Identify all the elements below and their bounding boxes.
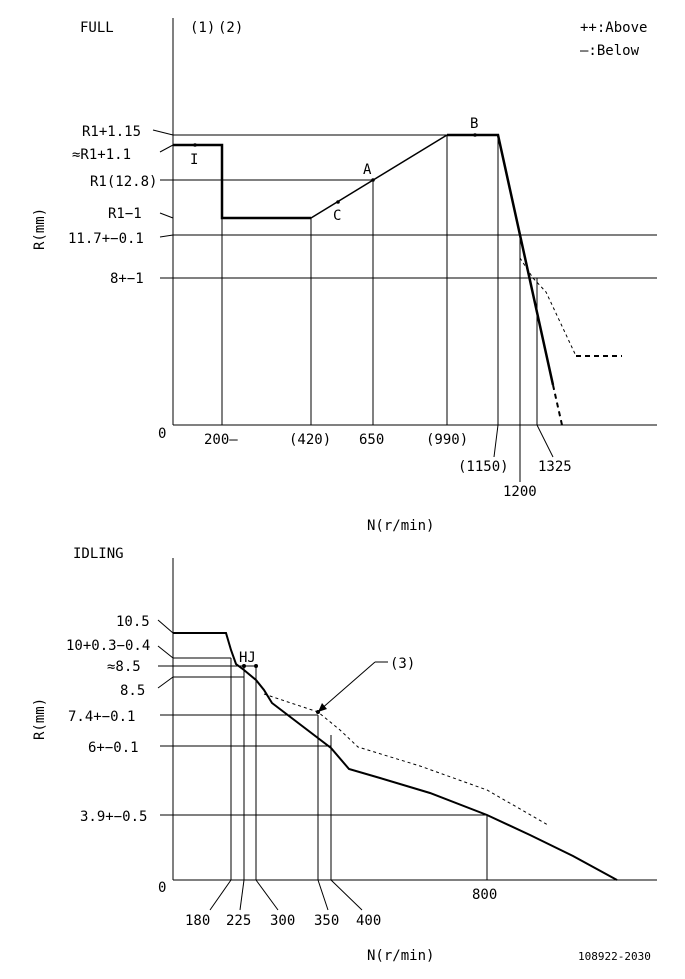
idle-y-label-6: 6+−0.1 [88, 740, 139, 756]
full-point-marker [193, 143, 197, 147]
full-y-leader [152, 129, 174, 136]
idle-y-label-approx-8-5: ≈8.5 [107, 659, 141, 675]
idle-point-marker [254, 664, 258, 668]
full-y-label-8: 8+−1 [110, 271, 144, 287]
idle-curve-solid [173, 632, 618, 881]
idle-chart: IDLING R(mm) N(r/min) 0 10.5 10+0.3−0.4 … [32, 546, 657, 964]
legend-below: —:Below [580, 43, 640, 59]
full-y-label-r1: R1(12.8) [90, 174, 157, 190]
drawing-number: 108922-2030 [578, 950, 651, 963]
full-point-label-c: C [333, 208, 341, 224]
full-curve-rise [310, 134, 448, 219]
full-x-label-1325: 1325 [538, 459, 572, 475]
idle-curve-dashed [263, 693, 549, 826]
full-point-marker [371, 178, 375, 182]
idle-y-leader [157, 645, 174, 659]
idle-chart-title: IDLING [73, 546, 124, 562]
idle-point-label-hj: HJ [239, 650, 256, 666]
full-y-label-approx-r1-plus-1-1: ≈R1+1.1 [72, 147, 131, 163]
idle-x-leader [317, 879, 329, 911]
idle-x-label-300: 300 [270, 913, 295, 929]
full-chart-title: FULL [80, 20, 114, 36]
full-y-label-r1-plus-1-15: R1+1.15 [82, 124, 141, 140]
idle-note-3: (3) [390, 656, 415, 672]
full-curve-cutoff-dashed [552, 384, 563, 426]
idle-y-label-8-5: 8.5 [120, 683, 145, 699]
full-point-marker [473, 133, 477, 137]
idle-note-arrow [319, 661, 376, 711]
full-chart-note-1: (1) [190, 20, 215, 36]
idle-x-label-800: 800 [472, 887, 497, 903]
idle-x-leader [330, 879, 363, 911]
idle-point-marker [242, 664, 246, 668]
idle-x-leader [239, 879, 245, 911]
full-x-label-420: (420) [289, 432, 331, 448]
full-chart: FULL (1) (2) ++:Above —:Below R(mm) N(r/… [32, 18, 657, 534]
full-origin-label: 0 [158, 426, 166, 442]
full-x-label-650: 650 [359, 432, 384, 448]
full-point-label-b: B [470, 116, 478, 132]
full-x-axis-label: N(r/min) [367, 518, 434, 534]
full-x-label-1200: 1200 [503, 484, 537, 500]
idle-x-leader [209, 879, 232, 911]
idle-y-axis-label: R(mm) [32, 698, 48, 740]
idle-x-label-225: 225 [226, 913, 251, 929]
idle-note-arrowhead [318, 703, 327, 712]
idle-y-label-7-4: 7.4+−0.1 [68, 709, 135, 725]
idle-x-label-350: 350 [314, 913, 339, 929]
full-point-marker [336, 200, 340, 204]
legend-above: ++:Above [580, 20, 647, 36]
idle-x-label-400: 400 [356, 913, 381, 929]
full-x-label-1150: (1150) [458, 459, 509, 475]
idle-y-label-10-5: 10.5 [116, 614, 150, 630]
idle-y-label-10: 10+0.3−0.4 [66, 638, 150, 654]
full-point-label-a: A [363, 162, 372, 178]
idle-y-leader [157, 676, 174, 689]
idle-x-leader [255, 879, 279, 911]
idle-y-label-3-9: 3.9+−0.5 [80, 809, 147, 825]
full-curve-step [173, 143, 311, 220]
idle-y-leader [157, 619, 174, 634]
full-y-leader [159, 212, 174, 219]
full-x-label-990: (990) [426, 432, 468, 448]
full-x-leader [493, 424, 499, 458]
full-x-leader [536, 424, 554, 458]
full-y-leader [159, 234, 174, 238]
full-x-label-200: 200— [204, 432, 238, 448]
full-curve-top [447, 133, 555, 386]
idle-origin-label: 0 [158, 880, 166, 896]
full-y-label-r1-minus-1: R1−1 [108, 206, 142, 222]
full-y-axis-label: R(mm) [32, 208, 48, 250]
full-point-label-i: I [190, 152, 198, 168]
full-y-leader [159, 144, 174, 153]
idle-x-label-180: 180 [185, 913, 210, 929]
full-y-label-11-7: 11.7+−0.1 [68, 231, 144, 247]
full-curve-above-tolerance [519, 257, 577, 357]
full-chart-note-2: (2) [218, 20, 243, 36]
idle-x-axis-label: N(r/min) [367, 948, 434, 964]
